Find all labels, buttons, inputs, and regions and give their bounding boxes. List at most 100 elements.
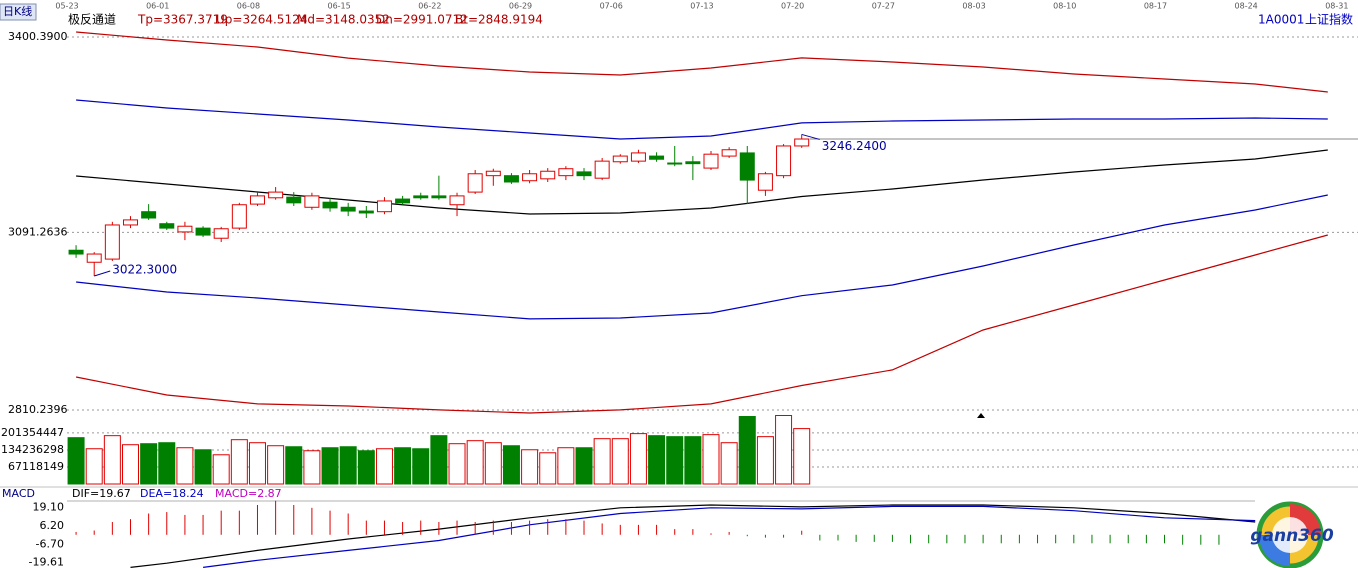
volume-bar: [720, 442, 738, 485]
x-tick-label: 06-22: [418, 2, 441, 11]
candle-body: [721, 149, 737, 157]
logo-core: [1272, 517, 1308, 553]
x-tick-label: 08-03: [962, 2, 985, 11]
y-tick-label: 201354447: [1, 426, 64, 439]
period-tab: [0, 3, 37, 21]
y-tick-label: -19.61: [29, 556, 64, 568]
volume-bar: [575, 447, 593, 485]
candle-body: [685, 161, 701, 165]
volume-bar: [194, 449, 212, 485]
volume-bar: [539, 452, 557, 485]
volume-bar: [140, 443, 158, 485]
legend-label: Md=3148.0352: [297, 13, 390, 27]
candle-body: [703, 153, 719, 169]
y-tick-label: 2810.2396: [8, 403, 68, 416]
chart-title: 极反通道: [68, 13, 116, 27]
symbol-name: 上证指数: [1305, 12, 1353, 27]
candle-body: [485, 170, 501, 177]
x-tick-label: 08-10: [1053, 2, 1076, 11]
volume-bar: [285, 446, 303, 485]
x-tick-label: 07-13: [690, 2, 713, 11]
marker-triangle: [977, 413, 985, 418]
volume-bar: [176, 447, 194, 485]
candle-body: [395, 198, 411, 204]
candle-body: [558, 168, 574, 177]
band-line: [76, 194, 1328, 320]
volume-bar: [521, 449, 539, 485]
period-label: 日K线: [3, 4, 32, 18]
candle-body: [522, 173, 538, 182]
x-tick-label: 08-24: [1235, 2, 1258, 11]
candle-body: [594, 160, 610, 179]
legend-label: DEA=18.24: [140, 487, 204, 500]
candle-body: [540, 170, 556, 180]
candle-body: [612, 155, 628, 163]
volume-bar: [412, 448, 430, 485]
legend-label: Dn=2991.0712: [376, 13, 468, 27]
volume-bar: [793, 428, 811, 485]
y-tick-label: 67118149: [8, 460, 64, 473]
x-tick-label: 08-17: [1144, 2, 1167, 11]
x-tick-label: 06-08: [237, 2, 260, 11]
volume-bar: [394, 447, 412, 485]
candle-body: [322, 201, 338, 209]
x-tick-label: 05-23: [55, 2, 78, 11]
volume-bar: [67, 437, 85, 485]
candle-body: [794, 138, 810, 147]
band-line: [75, 234, 1328, 414]
band-line: [76, 99, 1328, 140]
x-tick-label: 06-01: [146, 2, 169, 11]
volume-bar: [775, 414, 793, 485]
candle-body: [195, 227, 211, 236]
symbol-code: 1A0001: [1258, 13, 1304, 27]
max-annotation: 3246.2400: [822, 139, 887, 153]
candle-body: [739, 152, 755, 181]
volume-bar: [85, 448, 103, 485]
min-annotation: 3022.3000: [112, 262, 177, 276]
volume-bar: [629, 433, 647, 485]
candle-body: [467, 173, 483, 193]
candle-body: [231, 204, 247, 229]
volume-bar: [593, 438, 611, 485]
candle-body: [286, 196, 302, 204]
candle-body: [141, 211, 157, 219]
x-tick-label: 08-31: [1325, 2, 1348, 11]
volume-bar: [738, 416, 756, 485]
y-tick-label: -6.70: [36, 537, 64, 550]
candle-body: [340, 206, 356, 212]
x-tick-label: 06-15: [327, 2, 350, 11]
volume-bar: [303, 450, 321, 485]
band-line: [76, 149, 1328, 215]
candle-body: [268, 191, 284, 199]
x-tick-label: 07-06: [600, 2, 623, 11]
volume-bar: [357, 450, 375, 485]
volume-bar: [466, 440, 484, 485]
x-tick-label: 07-27: [872, 2, 895, 11]
candle-body: [68, 249, 84, 255]
x-tick-label: 06-29: [509, 2, 532, 11]
volume-bar: [448, 443, 466, 485]
candle-body: [576, 171, 592, 177]
macd-line: [130, 504, 1256, 568]
y-tick-label: 3091.2636: [8, 225, 68, 238]
legend-label: MACD=2.87: [215, 487, 282, 500]
volume-bar: [321, 447, 339, 485]
y-tick-label: 134236298: [1, 443, 64, 456]
candle-body: [413, 195, 429, 199]
macd-line: [203, 505, 1256, 568]
volume-bar: [756, 436, 774, 485]
candle-body: [776, 145, 792, 177]
volume-bar: [611, 438, 629, 485]
volume-bar: [103, 435, 121, 485]
annotation-leader: [94, 270, 111, 277]
legend-label: DIF=19.67: [72, 487, 131, 500]
logo-text: gann360: [1250, 526, 1334, 546]
legend-label: Up=3264.5124: [216, 13, 307, 27]
volume-bar: [230, 439, 248, 485]
candle-body: [122, 219, 138, 226]
candle-body: [376, 200, 392, 213]
volume-bar: [684, 436, 702, 485]
y-tick-label: 3400.3900: [8, 30, 68, 43]
candle-body: [757, 173, 773, 191]
